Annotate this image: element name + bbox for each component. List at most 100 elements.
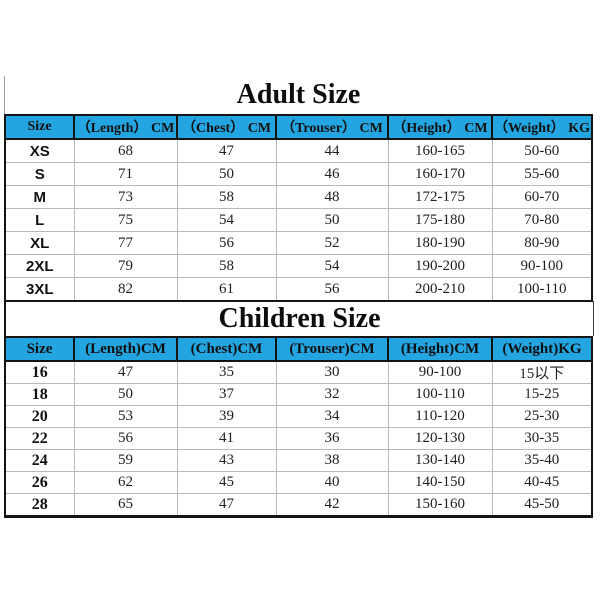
cell: 30	[275, 360, 389, 384]
table-row: 20 53 39 34 110-120 25-30	[4, 405, 593, 428]
cell: 55-60	[491, 162, 593, 186]
size-cell: 24	[4, 449, 75, 472]
table-row: 26 62 45 40 140-150 40-45	[4, 471, 593, 494]
cell: 40-45	[491, 471, 593, 494]
cell: 110-120	[387, 405, 493, 428]
cell: 43	[176, 449, 277, 472]
cell: 32	[275, 383, 389, 406]
table-row: L 75 54 50 175-180 70-80	[4, 208, 593, 232]
cell: 35-40	[491, 449, 593, 472]
adult-size-table: Size （Length） CM （Chest） CM （Trouser） CM…	[4, 114, 593, 302]
size-cell: 18	[4, 383, 75, 406]
cell: 62	[73, 471, 178, 494]
table-row: 3XL 82 61 56 200-210 100-110	[4, 277, 593, 302]
cell: 70-80	[491, 208, 593, 232]
adult-header-chest: （Chest） CM	[176, 114, 277, 140]
size-cell: 2XL	[4, 254, 75, 278]
cell: 30-35	[491, 427, 593, 450]
cell: 77	[73, 231, 178, 255]
cell: 82	[73, 277, 178, 302]
cell: 68	[73, 138, 178, 163]
cell: 38	[275, 449, 389, 472]
cell: 100-110	[387, 383, 493, 406]
cell: 25-30	[491, 405, 593, 428]
cell: 58	[176, 185, 277, 209]
size-cell: 22	[4, 427, 75, 450]
cell: 56	[275, 277, 389, 302]
cell: 79	[73, 254, 178, 278]
cell: 200-210	[387, 277, 493, 302]
cell: 61	[176, 277, 277, 302]
children-header-trouser: (Trouser)CM	[275, 336, 389, 362]
cell: 35	[176, 360, 277, 384]
cell: 46	[275, 162, 389, 186]
children-header-height: (Height)CM	[387, 336, 493, 362]
table-row: XS 68 47 44 160-165 50-60	[4, 138, 593, 163]
cell: 50	[275, 208, 389, 232]
cell: 50-60	[491, 138, 593, 163]
table-row: 16 47 35 30 90-100 15以下	[4, 360, 593, 384]
table-row: 22 56 41 36 120-130 30-35	[4, 427, 593, 450]
cell: 130-140	[387, 449, 493, 472]
cell: 140-150	[387, 471, 493, 494]
cell: 172-175	[387, 185, 493, 209]
cell: 58	[176, 254, 277, 278]
table-row: S 71 50 46 160-170 55-60	[4, 162, 593, 186]
cell: 160-165	[387, 138, 493, 163]
adult-header-size: Size	[4, 114, 75, 140]
cell: 48	[275, 185, 389, 209]
cell: 80-90	[491, 231, 593, 255]
table-row: 24 59 43 38 130-140 35-40	[4, 449, 593, 472]
size-cell: XL	[4, 231, 75, 255]
cell: 56	[73, 427, 178, 450]
cell: 52	[275, 231, 389, 255]
size-cell: S	[4, 162, 75, 186]
cell: 42	[275, 493, 389, 517]
cell: 15以下	[491, 360, 593, 384]
cell: 45-50	[491, 493, 593, 517]
children-header-chest: (Chest)CM	[176, 336, 277, 362]
adult-header-weight: （Weight） KG	[491, 114, 593, 140]
cell: 47	[176, 138, 277, 163]
size-cell: M	[4, 185, 75, 209]
size-cell: 26	[4, 471, 75, 494]
table-row: 28 65 47 42 150-160 45-50	[4, 493, 593, 517]
children-size-title: Children Size	[4, 301, 594, 336]
cell: 50	[73, 383, 178, 406]
cell: 54	[176, 208, 277, 232]
size-cell: 28	[4, 493, 75, 517]
children-size-table: Size (Length)CM (Chest)CM (Trouser)CM (H…	[4, 336, 593, 518]
table-row: M 73 58 48 172-175 60-70	[4, 185, 593, 209]
cell: 90-100	[387, 360, 493, 384]
cell: 34	[275, 405, 389, 428]
cell: 54	[275, 254, 389, 278]
cell: 39	[176, 405, 277, 428]
cell: 120-130	[387, 427, 493, 450]
cell: 175-180	[387, 208, 493, 232]
cell: 190-200	[387, 254, 493, 278]
cell: 41	[176, 427, 277, 450]
cell: 50	[176, 162, 277, 186]
cell: 36	[275, 427, 389, 450]
cell: 44	[275, 138, 389, 163]
adult-size-title: Adult Size	[4, 76, 592, 114]
size-cell: L	[4, 208, 75, 232]
children-header-row: Size (Length)CM (Chest)CM (Trouser)CM (H…	[4, 336, 593, 362]
cell: 90-100	[491, 254, 593, 278]
cell: 47	[73, 360, 178, 384]
table-row: 18 50 37 32 100-110 15-25	[4, 383, 593, 406]
adult-header-length: （Length） CM	[73, 114, 178, 140]
cell: 47	[176, 493, 277, 517]
children-header-length: (Length)CM	[73, 336, 178, 362]
cell: 75	[73, 208, 178, 232]
cell: 45	[176, 471, 277, 494]
cell: 71	[73, 162, 178, 186]
children-header-weight: (Weight)KG	[491, 336, 593, 362]
cell: 100-110	[491, 277, 593, 302]
size-cell: 3XL	[4, 277, 75, 302]
adult-header-row: Size （Length） CM （Chest） CM （Trouser） CM…	[4, 114, 593, 140]
cell: 180-190	[387, 231, 493, 255]
size-cell: 16	[4, 360, 75, 384]
children-header-size: Size	[4, 336, 75, 362]
